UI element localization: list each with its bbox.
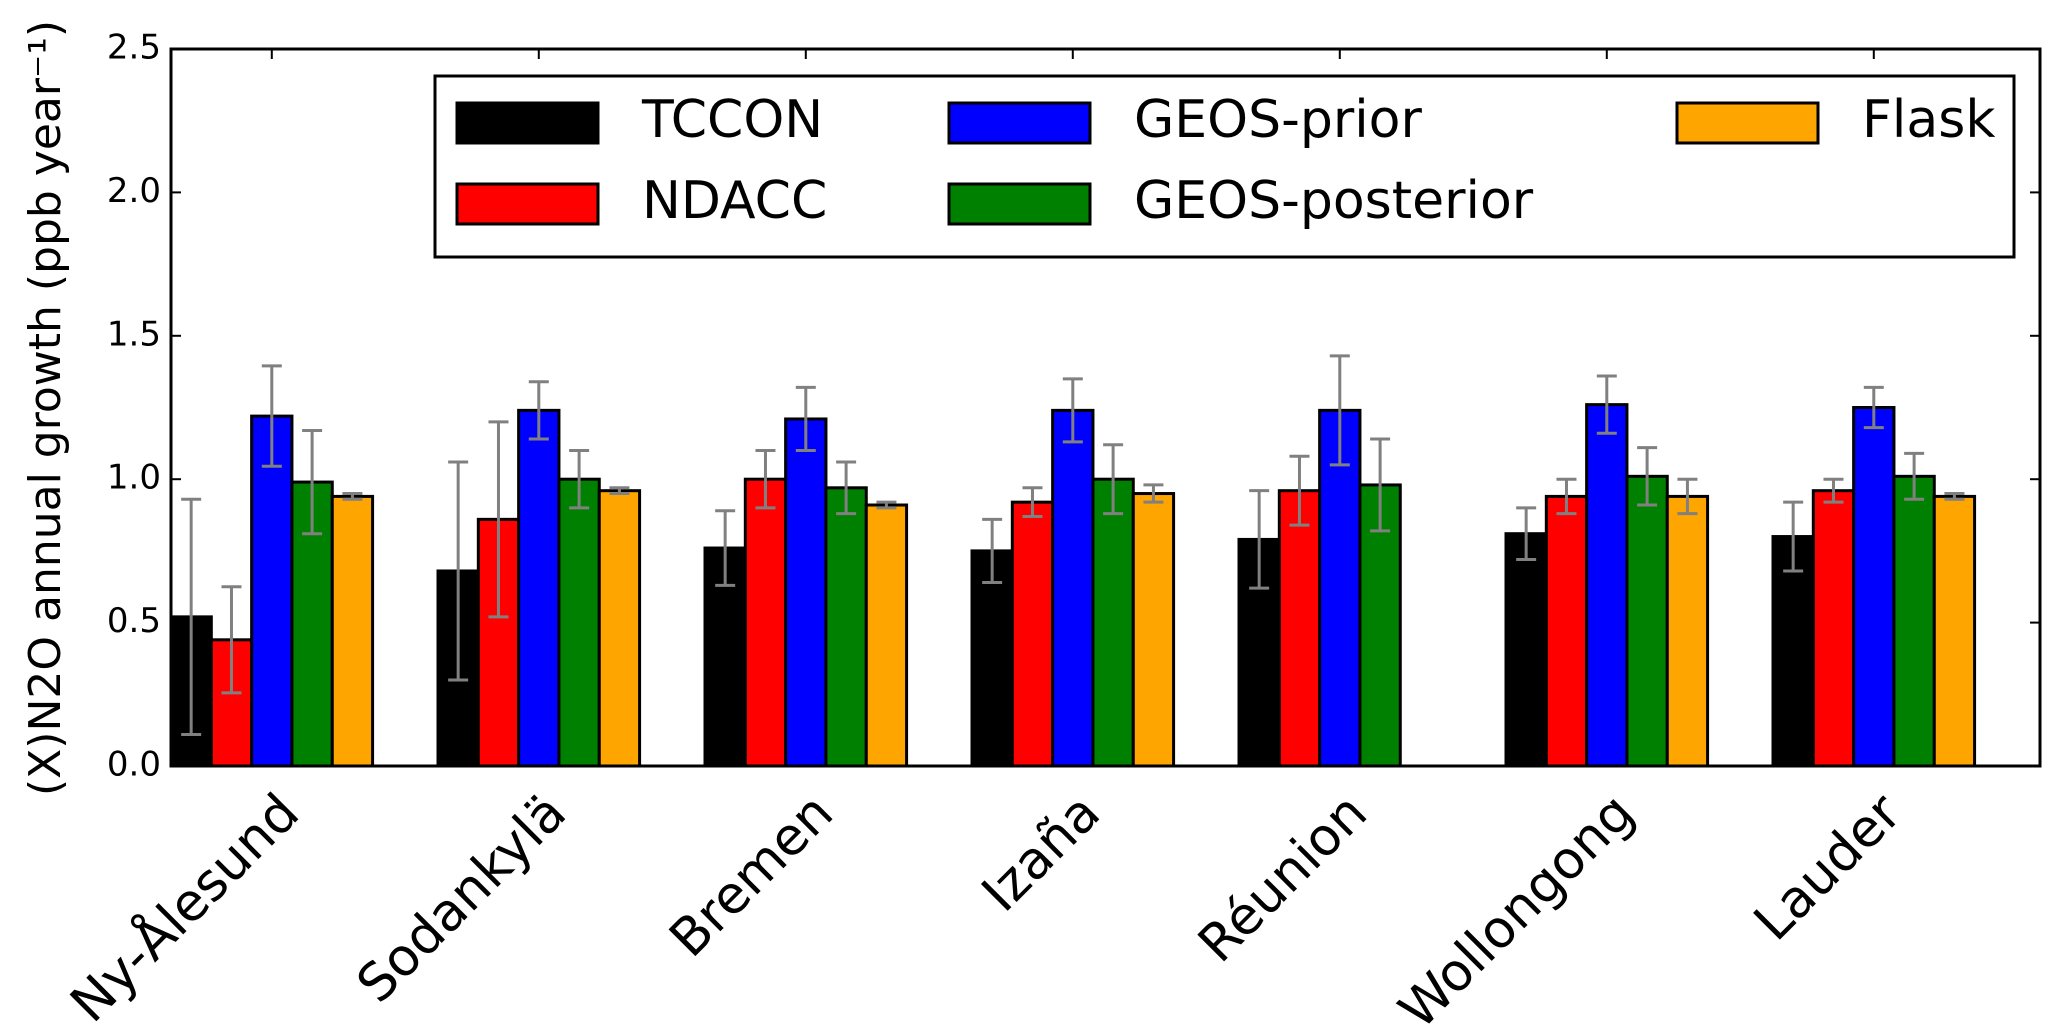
legend-label: TCCON	[641, 90, 823, 150]
bar	[743, 477, 788, 768]
error-bar	[448, 460, 469, 682]
error-bar	[528, 380, 549, 441]
bar	[1852, 406, 1896, 768]
bar	[1932, 494, 1977, 768]
error-bar	[1022, 486, 1043, 518]
y-axis-label: (X)N2O annual growth (ppb year⁻¹)	[20, 20, 71, 796]
bar	[1544, 494, 1589, 768]
bar	[517, 408, 561, 768]
legend-swatch	[947, 182, 1092, 226]
error-bar	[1944, 492, 1965, 501]
error-bar	[1677, 477, 1698, 516]
y-tick-label: 0.5	[107, 601, 161, 641]
x-tick-label: Wollongong	[1388, 783, 1646, 1036]
x-tick-label: Lauder	[1743, 782, 1913, 952]
legend-swatch	[947, 101, 1092, 145]
x-tick-label: Sodankylä	[346, 783, 578, 1015]
error-bar	[221, 585, 242, 695]
bar	[1585, 403, 1629, 768]
x-tick-label: Bremen	[659, 783, 845, 969]
legend-label: Flask	[1862, 90, 1995, 150]
error-bar	[1823, 477, 1844, 504]
bar	[250, 414, 294, 768]
legend-swatch	[455, 101, 600, 145]
legend-swatch	[1675, 101, 1820, 145]
error-bar	[302, 428, 323, 536]
bar	[1892, 474, 1936, 768]
bar	[330, 494, 375, 768]
error-bar	[1596, 374, 1617, 435]
error-bar	[1904, 451, 1925, 501]
y-tick-label: 1.5	[107, 314, 161, 354]
error-bar	[1637, 446, 1658, 507]
y-tick-label: 2.5	[107, 28, 161, 68]
y-tick-label: 0.0	[107, 745, 161, 785]
error-bar	[569, 449, 590, 510]
y-tick-label: 1.0	[107, 458, 161, 498]
x-tick-label: Ny-Ålesund	[58, 781, 311, 1034]
bar	[1010, 500, 1055, 768]
legend-swatch	[455, 182, 600, 226]
bar	[1504, 532, 1548, 768]
error-bar	[1289, 454, 1310, 527]
bar	[784, 417, 828, 768]
error-bar	[1062, 377, 1083, 444]
error-bar	[755, 449, 776, 510]
error-bar	[181, 497, 202, 736]
error-bar	[1516, 506, 1537, 562]
error-bar	[982, 517, 1003, 584]
error-bar	[1329, 354, 1350, 467]
legend-label: GEOS-posterior	[1134, 171, 1534, 231]
error-bar	[261, 364, 282, 468]
error-bar	[1556, 477, 1577, 516]
y-tick-label: 2.0	[107, 171, 161, 211]
bar	[864, 503, 909, 768]
bar	[824, 486, 868, 768]
x-tick-label: Izaña	[971, 783, 1112, 924]
legend-label: GEOS-prior	[1134, 90, 1423, 150]
bar	[557, 477, 601, 768]
bar	[1665, 494, 1710, 768]
error-bar	[342, 492, 363, 501]
error-bar	[715, 509, 736, 587]
error-bar	[1249, 489, 1270, 590]
bar	[1091, 477, 1135, 768]
bar	[1131, 492, 1176, 768]
error-bar	[488, 420, 509, 619]
error-bar	[1863, 385, 1884, 430]
error-bar	[1143, 483, 1164, 504]
error-bar	[795, 385, 816, 453]
plot-frame	[169, 47, 2042, 768]
error-bar	[1103, 443, 1124, 516]
error-bar	[1783, 500, 1804, 573]
error-bar	[876, 500, 897, 510]
error-bar	[836, 460, 857, 516]
bar	[1051, 408, 1095, 768]
bar	[597, 489, 642, 768]
bar	[1811, 489, 1856, 768]
legend-label: NDACC	[642, 171, 827, 231]
error-bar	[1370, 437, 1391, 533]
bar	[1277, 489, 1322, 768]
x-tick-label: Réunion	[1187, 783, 1379, 975]
bar	[1625, 474, 1669, 768]
error-bar	[609, 486, 630, 496]
